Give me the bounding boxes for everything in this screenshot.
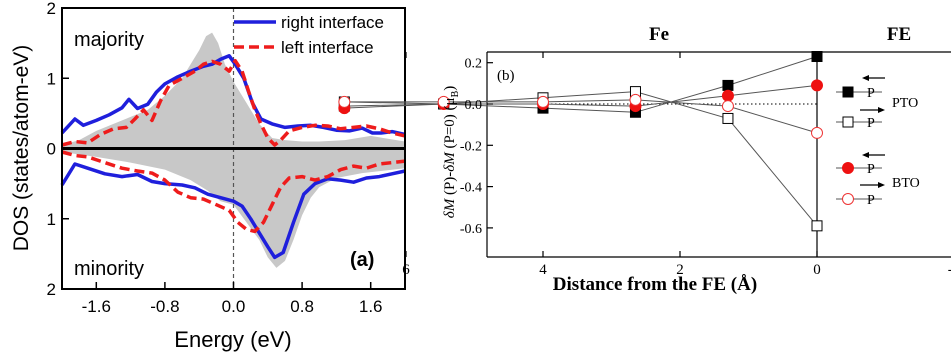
panel-a-y-axis-label: DOS (states/atom-eV)	[10, 45, 33, 252]
panel-b-x-ticks: 6 4 2 0 -2	[402, 52, 951, 278]
panel-b-y-tick-label: -0.2	[460, 139, 482, 154]
panel-b-point	[722, 112, 734, 124]
panel-b-point	[537, 95, 549, 108]
panel-b-markers	[338, 51, 823, 232]
legend-pto-group-label: PTO	[892, 96, 918, 111]
panel-b-x-tick-label: 2	[676, 262, 684, 278]
legend-pto-open-square	[842, 116, 854, 128]
panel-b-point	[811, 79, 823, 92]
ylabel-close: )	[442, 86, 458, 91]
panel-b-series-line	[344, 91, 818, 227]
ylabel-m-2: M	[442, 151, 458, 166]
panel-a-x-axis-label: Energy (eV)	[174, 327, 291, 352]
panel-a: -1.6 -0.8 0.0 0.8 1.6 2 1 0 1 2 majority minorit…	[10, 0, 406, 352]
panel-b-y-axis-label: δM (P)-δM (P=0) (μB)	[442, 86, 461, 219]
legend-bto-right-p: P	[867, 193, 875, 208]
panel-b-point	[722, 79, 734, 91]
legend-bto-filled-circle	[842, 162, 854, 174]
ylabel-part-1: (P)-	[442, 172, 458, 199]
panel-b-x-tick-label: 6	[402, 262, 410, 278]
legend-left-interface-label: left interface	[281, 38, 374, 57]
panel-a-y-tick-label: 1	[47, 210, 56, 229]
panel-b: Fe FE 6 4 2 0 -2 0.2 0.0 -0.2 -0.4 -0.6 (b) P PT…	[338, 24, 951, 295]
panel-a-x-tick-label: 1.6	[359, 297, 383, 316]
panel-b-y-tick-label: -0.4	[460, 181, 482, 196]
panel-a-y-tick-label: 2	[47, 0, 56, 18]
series-left-interface-majority	[61, 58, 406, 147]
ylabel-m-1: M	[442, 197, 458, 212]
panel-a-x-ticks: -1.6 -0.8 0.0 0.8 1.6	[82, 282, 383, 316]
panel-b-point	[721, 89, 734, 102]
panel-a-y-tick-label: 0	[47, 140, 56, 159]
panel-b-point	[338, 95, 351, 108]
panel-b-point	[811, 126, 823, 139]
panel-b-point	[811, 220, 823, 232]
panel-b-series-line	[344, 99, 818, 134]
panel-b-y-tick-label: 0.0	[465, 98, 483, 113]
legend-bto-open-circle	[842, 193, 854, 205]
ylabel-delta-1: δ	[442, 210, 458, 218]
legend-pto-left-arrowhead	[862, 75, 869, 81]
panel-b-legend: P PTO P P BTO P	[836, 75, 920, 208]
region-fe-metal-label: Fe	[649, 24, 669, 45]
panel-b-series-line	[344, 56, 818, 113]
panel-b-y-ticks: 0.2 0.0 -0.2 -0.4 -0.6	[460, 57, 493, 237]
panel-a-x-tick-label: 0.0	[222, 297, 246, 316]
series-right-interface-majority	[60, 54, 406, 137]
ylabel-mu: μ	[442, 97, 458, 105]
legend-right-interface-label: right interface	[281, 13, 384, 32]
legend-pto-right-arrowhead	[878, 107, 885, 113]
panel-b-x-axis-label: Distance from the FE (Å)	[553, 274, 757, 295]
panel-a-x-tick-label: -0.8	[150, 297, 179, 316]
panel-b-x-tick-label: -2	[948, 262, 951, 278]
ylabel-delta-2: δ	[442, 164, 458, 172]
legend-bto-group-label: BTO	[892, 176, 920, 191]
ylabel-part-2: (P=0) (	[442, 105, 458, 152]
panel-b-x-tick-label: 4	[539, 262, 547, 278]
panel-b-label: (b)	[497, 68, 515, 84]
legend-pto-filled-square	[842, 86, 854, 98]
minority-label: minority	[74, 258, 144, 280]
majority-label: majority	[74, 29, 144, 51]
legend-bto-left-arrowhead	[862, 152, 869, 158]
panel-b-y-tick-label: 0.2	[465, 57, 483, 72]
series-left-interface-minority	[61, 150, 406, 234]
series-right-interface-minority	[60, 162, 406, 260]
region-fe-ferroelectric-label: FE	[887, 24, 911, 45]
panel-b-point	[437, 95, 450, 108]
panel-b-series-lines	[344, 56, 818, 227]
panel-a-x-tick-label: -1.6	[82, 297, 111, 316]
legend-bto-right-arrowhead	[878, 182, 885, 188]
panel-a-label: (a)	[350, 249, 374, 271]
panel-a-legend: right interface left interface	[234, 13, 384, 57]
panel-b-x-tick-label: 0	[813, 262, 821, 278]
panel-a-y-tick-label: 1	[47, 69, 56, 88]
panel-b-point	[721, 100, 734, 113]
panel-b-y-tick-label: -0.6	[460, 222, 482, 237]
ylabel-sub-b: B	[450, 90, 461, 97]
legend-bto-left-p: P	[867, 162, 875, 177]
panel-a-y-ticks: 2 1 0 1 2	[47, 0, 69, 299]
panel-b-series-line	[344, 84, 818, 109]
panel-a-y-tick-label: 2	[47, 280, 56, 299]
panel-b-point	[629, 93, 642, 106]
legend-pto-right-p: P	[867, 116, 875, 131]
legend-pto-left-p: P	[867, 86, 875, 101]
panel-a-x-tick-label: 0.8	[290, 297, 314, 316]
